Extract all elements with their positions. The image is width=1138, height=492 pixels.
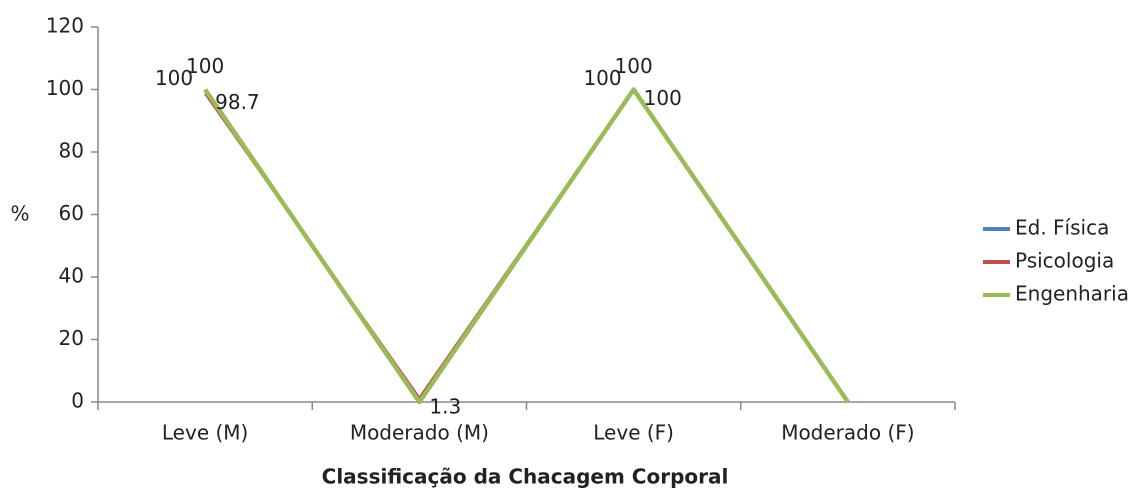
y-tick-label: 100: [46, 76, 84, 100]
x-tick-label: Moderado (F): [781, 421, 914, 445]
x-tick-label: Leve (F): [593, 421, 674, 445]
series-line: [203, 87, 850, 405]
legend-label: Engenharia: [1015, 282, 1129, 306]
y-tick-label: 60: [59, 201, 84, 225]
y-tick-label: 0: [71, 389, 84, 413]
x-tick-label: Moderado (M): [350, 421, 489, 445]
data-label: 1.3: [429, 394, 461, 418]
data-label: 100: [644, 86, 682, 110]
y-tick-label: 80: [59, 139, 84, 163]
legend-label: Psicologia: [1015, 249, 1114, 273]
y-tick-label: 20: [59, 326, 84, 350]
data-label: 100: [583, 66, 621, 90]
legend-label: Ed. Física: [1015, 216, 1109, 240]
y-axis-label: %: [10, 202, 29, 226]
y-tick-label: 40: [59, 264, 84, 288]
data-label: 100: [186, 54, 224, 78]
data-label: 100: [615, 54, 653, 78]
data-label: 100: [155, 66, 193, 90]
y-tick-label: 120: [46, 14, 84, 38]
x-tick-label: Leve (M): [162, 421, 248, 445]
x-axis-label: Classificação da Chacagem Corporal: [322, 465, 729, 489]
data-label: 98.7: [215, 90, 260, 114]
